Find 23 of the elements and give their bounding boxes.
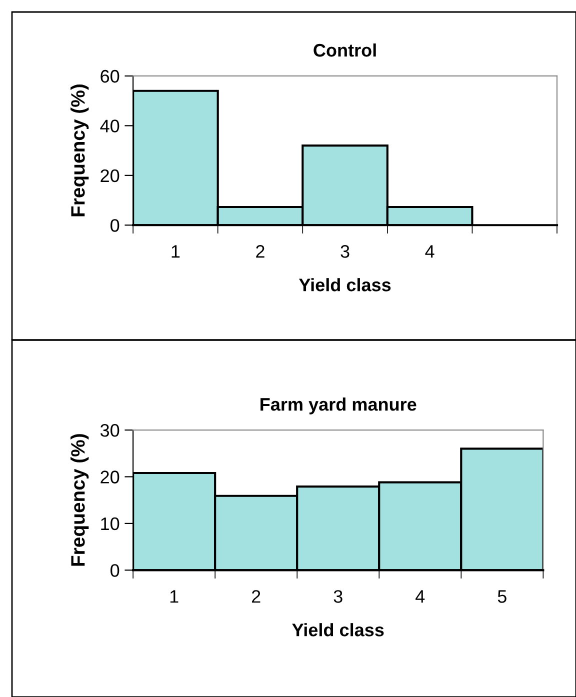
x-tick-label: 5 [498, 590, 506, 603]
chart-title: Farm yard manure [260, 398, 416, 414]
x-tick-label: 1 [172, 245, 180, 258]
y-tick-label: 0 [110, 564, 120, 577]
x-tick-label: 3 [334, 590, 342, 603]
y-axis-title: Frequency (%) [70, 84, 89, 216]
x-axis-title: Yield class [299, 278, 391, 292]
chart-title: Control [314, 43, 376, 57]
x-tick-label: 4 [416, 590, 425, 603]
y-tick-label: 10 [101, 517, 120, 530]
x-tick-label: 4 [425, 245, 434, 258]
y-tick-label: 40 [100, 120, 120, 132]
y-axis-title: Frequency (%) [70, 434, 89, 566]
x-tick-label: 1 [170, 590, 178, 603]
x-tick-label: 2 [256, 245, 264, 258]
y-tick-label: 60 [100, 70, 120, 83]
x-tick-label: 3 [340, 245, 350, 258]
x-axis-title: Yield class [292, 623, 384, 636]
y-tick-label: 30 [100, 424, 120, 437]
x-tick-label: 2 [252, 590, 260, 603]
y-tick-label: 20 [100, 169, 120, 182]
y-tick-label: 20 [100, 470, 120, 484]
y-tick-label: 0 [110, 219, 120, 232]
